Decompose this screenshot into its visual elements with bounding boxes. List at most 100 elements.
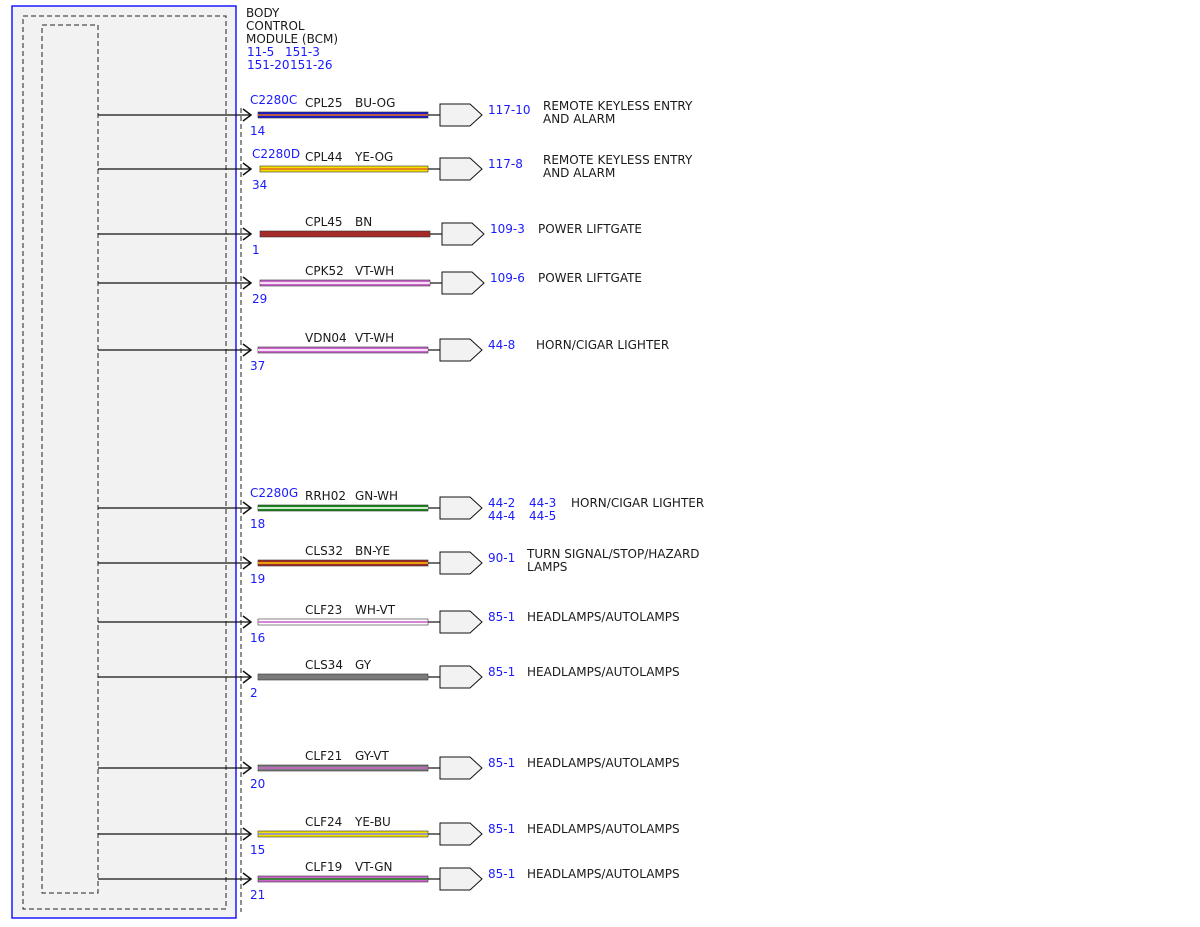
wire-color-code: GY (355, 658, 372, 672)
module-title-line-2: CONTROL (246, 19, 305, 33)
connector-icon[interactable] (441, 271, 485, 295)
destination-label: HEADLAMPS/AUTOLAMPS (527, 867, 680, 881)
destination-label: HEADLAMPS/AUTOLAMPS (527, 756, 680, 770)
page-ref[interactable]: 85-1 (488, 610, 515, 624)
wire-stripe (258, 507, 428, 509)
destination-label: POWER LIFTGATE (538, 222, 642, 236)
module-ref-2[interactable]: 151-3 (285, 45, 320, 59)
pin-number: 19 (250, 572, 265, 586)
connector-icon[interactable] (439, 103, 483, 127)
wire-stripe (258, 114, 428, 116)
destination-label: POWER LIFTGATE (538, 271, 642, 285)
page-ref[interactable]: 44-4 (488, 509, 515, 523)
pin-number: 37 (250, 359, 265, 373)
connector-icon[interactable] (441, 222, 485, 246)
wire-stripe (260, 168, 428, 170)
wire-stripe (258, 767, 428, 769)
page-ref[interactable]: 109-3 (490, 222, 525, 236)
terminal-arrow-icon (242, 227, 253, 241)
pin-number: 21 (250, 888, 265, 902)
page-ref[interactable]: 44-5 (529, 509, 556, 523)
circuit-id: CPK52 (305, 264, 344, 278)
circuit-id: RRH02 (305, 489, 346, 503)
connector-icon[interactable] (439, 822, 483, 846)
destination-label: HEADLAMPS/AUTOLAMPS (527, 610, 680, 624)
pin-number: 15 (250, 843, 265, 857)
pin-number: 14 (250, 124, 265, 138)
connector-id[interactable]: C2280G (250, 486, 298, 500)
wire-color-code: GY-VT (355, 749, 389, 763)
connector-id[interactable]: C2280D (252, 147, 300, 161)
wire-color-code: VT-WH (355, 264, 394, 278)
destination-label: HORN/CIGAR LIGHTER (536, 338, 669, 352)
module-core-outline (41, 24, 99, 894)
module-title-line-3: MODULE (BCM) (246, 32, 338, 46)
pin-number: 29 (252, 292, 267, 306)
connector-icon[interactable] (439, 610, 483, 634)
connector-icon[interactable] (439, 665, 483, 689)
wire-stripe (258, 676, 428, 678)
connector-icon[interactable] (439, 157, 483, 181)
destination-label: AND ALARM (543, 112, 615, 126)
module-title-line-1: BODY (246, 6, 280, 20)
pin-number: 1 (252, 243, 260, 257)
terminal-arrow-icon (242, 276, 253, 290)
wire-stripe (258, 621, 428, 623)
terminal-arrow-icon (242, 827, 253, 841)
connector-icon[interactable] (439, 756, 483, 780)
page-ref[interactable]: 44-8 (488, 338, 515, 352)
page-ref[interactable]: 44-3 (529, 496, 556, 510)
page-ref[interactable]: 85-1 (488, 665, 515, 679)
terminal-arrow-icon (242, 162, 253, 176)
page-ref[interactable]: 117-8 (488, 157, 523, 171)
wire-color-code: GN-WH (355, 489, 398, 503)
pin-number: 18 (250, 517, 265, 531)
connector-icon[interactable] (439, 338, 483, 362)
terminal-arrow-icon (242, 670, 253, 684)
destination-label: HORN/CIGAR LIGHTER (571, 496, 704, 510)
wire-color-code: BN-YE (355, 544, 390, 558)
terminal-arrow-icon (242, 501, 253, 515)
page-ref[interactable]: 85-1 (488, 756, 515, 770)
module-inner-outline (22, 15, 227, 910)
wire-color-code: VT-GN (355, 860, 392, 874)
page-ref[interactable]: 85-1 (488, 822, 515, 836)
wire-color-code: VT-WH (355, 331, 394, 345)
terminal-arrow-icon (242, 872, 253, 886)
wire-stripe (258, 349, 428, 351)
destination-label: LAMPS (527, 560, 567, 574)
module-ref-3[interactable]: 151-20 (247, 58, 290, 72)
wire-stripe (258, 833, 428, 835)
connector-icon[interactable] (439, 551, 483, 575)
wire-stripe (260, 233, 430, 235)
circuit-id: CPL45 (305, 215, 343, 229)
terminal-arrow-icon (242, 108, 253, 122)
circuit-id: CPL25 (305, 96, 343, 110)
wire-color-code: WH-VT (355, 603, 396, 617)
connector-icon[interactable] (439, 867, 483, 891)
page-ref[interactable]: 44-2 (488, 496, 515, 510)
page-ref[interactable]: 117-10 (488, 103, 531, 117)
page-ref[interactable]: 85-1 (488, 867, 515, 881)
pin-number: 20 (250, 777, 265, 791)
terminal-arrow-icon (242, 343, 253, 357)
circuit-id: CLF23 (305, 603, 342, 617)
wire-stripe (258, 562, 428, 564)
module-ref-1[interactable]: 11-5 (247, 45, 274, 59)
module-ref-4[interactable]: 151-26 (290, 58, 333, 72)
pin-number: 2 (250, 686, 258, 700)
circuit-id: CLF19 (305, 860, 342, 874)
connector-id[interactable]: C2280C (250, 93, 297, 107)
circuit-id: CPL44 (305, 150, 343, 164)
pin-number: 34 (252, 178, 267, 192)
connector-icon[interactable] (439, 496, 483, 520)
wire-color-code: YE-OG (354, 150, 393, 164)
wire-color-code: BN (355, 215, 372, 229)
wire-color-code: YE-BU (354, 815, 391, 829)
page-ref[interactable]: 90-1 (488, 551, 515, 565)
circuit-id: CLF21 (305, 749, 342, 763)
page-ref[interactable]: 109-6 (490, 271, 525, 285)
circuit-id: CLS34 (305, 658, 343, 672)
destination-label: REMOTE KEYLESS ENTRY (543, 99, 693, 113)
